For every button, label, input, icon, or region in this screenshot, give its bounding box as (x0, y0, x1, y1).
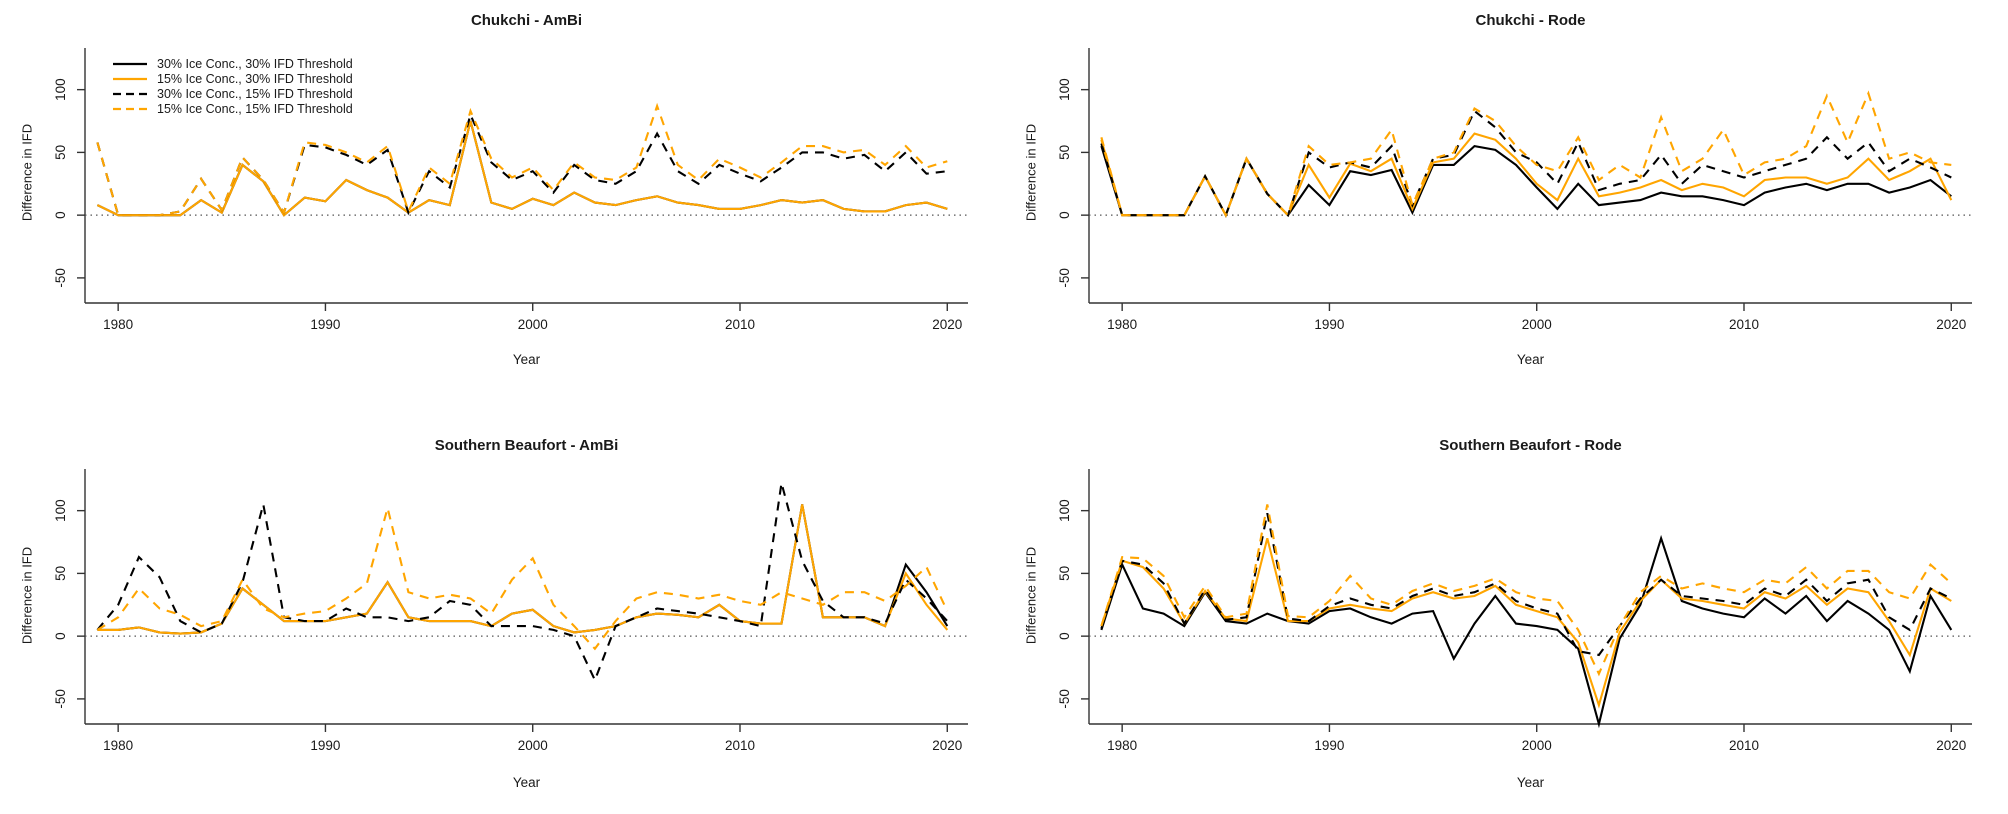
y-tick-label: 100 (53, 499, 68, 522)
y-tick-label: 100 (1057, 499, 1072, 522)
x-tick-label: 1980 (1107, 738, 1137, 753)
x-tick-label: 2010 (725, 738, 755, 753)
panel-title: Southern Beaufort - AmBi (434, 437, 619, 454)
series-line-1 (1100, 538, 1952, 709)
x-tick-label: 1990 (1314, 317, 1344, 332)
y-tick-label: -50 (53, 268, 68, 288)
x-tick-label: 2020 (1936, 317, 1966, 332)
legend-entry-label: 30% Ice Conc., 15% IFD Threshold (157, 87, 353, 101)
panel-southern-beaufort-ambi: Southern Beaufort - AmBi Difference in I… (0, 407, 1004, 814)
series-line-3 (1100, 504, 1953, 677)
x-axis-label: Year (1516, 775, 1545, 790)
series-line-3 (1100, 90, 1952, 218)
x-tick-label: 2000 (518, 317, 548, 332)
x-tick-label: 2010 (1729, 738, 1759, 753)
legend-entry-label: 30% Ice Conc., 30% IFD Threshold (157, 57, 353, 71)
x-tick-label: 2010 (725, 317, 755, 332)
plot-area-southern-beaufort-rode: 1980 1990 2000 2010 2020 -50 0 50 100 (1057, 469, 1972, 753)
panel-southern-beaufort-rode: Southern Beaufort - Rode Difference in I… (1004, 407, 2008, 814)
plot-area-chukchi-rode: 1980 1990 2000 2010 2020 -50 0 50 100 (1057, 48, 1972, 332)
series-line-1 (1100, 132, 1953, 218)
x-tick-label: 2010 (1729, 317, 1759, 332)
x-tick-label: 1990 (310, 738, 340, 753)
y-tick-label: -50 (1057, 268, 1072, 288)
panel-chukchi-rode: Chukchi - Rode Difference in IFD 1980 199… (1004, 0, 2008, 407)
series-line-1 (97, 504, 949, 635)
plot-area-southern-beaufort-ambi: 1980 1990 2000 2010 2020 -50 0 50 100 (53, 469, 968, 753)
x-axis-label: Year (1516, 352, 1545, 367)
series-line-1 (96, 120, 948, 217)
y-tick-label: 50 (1057, 145, 1072, 160)
x-tick-label: 2000 (1522, 738, 1552, 753)
x-tick-label: 1980 (103, 317, 133, 332)
x-axis-label: Year (512, 775, 541, 790)
series-line-2 (96, 482, 949, 683)
y-tick-label: 0 (1057, 211, 1072, 219)
series-line-3 (96, 102, 948, 217)
y-tick-label: 100 (53, 78, 68, 101)
y-tick-label: 0 (53, 211, 68, 219)
y-tick-label: 0 (53, 632, 68, 640)
panel-title: Chukchi - AmBi (470, 12, 583, 29)
series-line-2 (1100, 512, 1952, 657)
y-tick-label: -50 (53, 689, 68, 709)
panel-title: Chukchi - Rode (1475, 12, 1586, 29)
x-tick-label: 1990 (1314, 738, 1344, 753)
series-line-3 (96, 503, 949, 651)
legend-entry-label: 15% Ice Conc., 30% IFD Threshold (157, 72, 353, 86)
y-tick-label: 100 (1057, 78, 1072, 101)
series-line-2 (1100, 109, 1952, 218)
x-tick-label: 1980 (103, 738, 133, 753)
x-tick-label: 1980 (1107, 317, 1137, 332)
legend-entry-label: 15% Ice Conc., 15% IFD Threshold (157, 102, 353, 116)
y-tick-label: 50 (53, 566, 68, 581)
plot-area-chukchi-ambi: 1980 1990 2000 2010 2020 -50 0 50 100 30% Ice Con… (53, 48, 968, 332)
series-line-0 (1100, 534, 1953, 729)
x-tick-label: 2020 (1936, 738, 1966, 753)
x-tick-label: 2000 (518, 738, 548, 753)
x-tick-label: 2000 (1522, 317, 1552, 332)
y-tick-label: 50 (53, 145, 68, 160)
panel-chukchi-ambi: Chukchi - AmBi Difference in IFD 1980 199… (0, 0, 1004, 407)
x-tick-label: 1990 (310, 317, 340, 332)
x-tick-label: 2020 (932, 317, 962, 332)
x-tick-label: 2020 (932, 738, 962, 753)
y-tick-label: 0 (1057, 632, 1072, 640)
panel-title: Southern Beaufort - Rode (1439, 437, 1622, 454)
y-tick-label: 50 (1057, 566, 1072, 581)
x-axis-label: Year (512, 352, 541, 367)
y-tick-label: -50 (1057, 689, 1072, 709)
